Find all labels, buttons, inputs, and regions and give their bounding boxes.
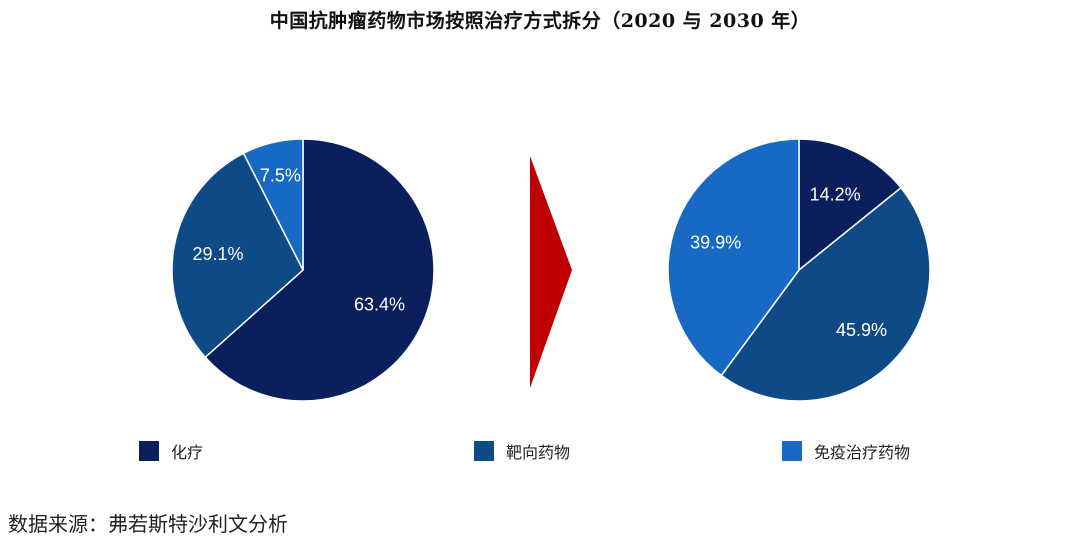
legend-label: 靶向药物 bbox=[506, 443, 571, 462]
pie-chart-2030: 14.2% 45.9% 39.9% bbox=[667, 138, 931, 402]
pie-slice-targeted bbox=[171, 152, 304, 359]
legend-item-immunotherapy: 免疫治疗药物 bbox=[782, 439, 910, 463]
data-label-chemotherapy: 63.4% bbox=[354, 294, 405, 314]
data-label-chemotherapy: 14.2% bbox=[810, 184, 861, 204]
data-label-targeted: 29.1% bbox=[192, 244, 243, 264]
legend-item-chemotherapy: 化疗 bbox=[139, 439, 203, 463]
data-label-targeted: 45.9% bbox=[836, 320, 887, 340]
legend-swatch bbox=[782, 441, 802, 461]
legend-swatch bbox=[139, 441, 159, 461]
pie-slice-chemotherapy bbox=[798, 138, 903, 272]
pie-slice-chemotherapy bbox=[204, 138, 435, 402]
legend-label: 免疫治疗药物 bbox=[814, 443, 911, 462]
data-label-immunotherapy: 7.5% bbox=[260, 166, 301, 186]
pie-slice-targeted bbox=[720, 186, 931, 402]
source-note: 数据来源：弗若斯特沙利文分析 bbox=[8, 512, 288, 536]
pie-slice-immunotherapy bbox=[242, 138, 304, 271]
legend-item-targeted: 靶向药物 bbox=[474, 439, 570, 463]
legend-swatch bbox=[474, 441, 494, 461]
legend-label: 化疗 bbox=[171, 443, 204, 462]
data-label-immunotherapy: 39.9% bbox=[690, 233, 741, 253]
pie-chart-2020: 63.4% 29.1% 7.5% bbox=[171, 138, 435, 402]
chart-title: 中国抗肿瘤药物市场按照治疗方式拆分（2020 与 2030 年） bbox=[269, 10, 811, 32]
pie-slice-immunotherapy bbox=[667, 138, 800, 377]
transition-arrow-icon bbox=[530, 156, 572, 388]
